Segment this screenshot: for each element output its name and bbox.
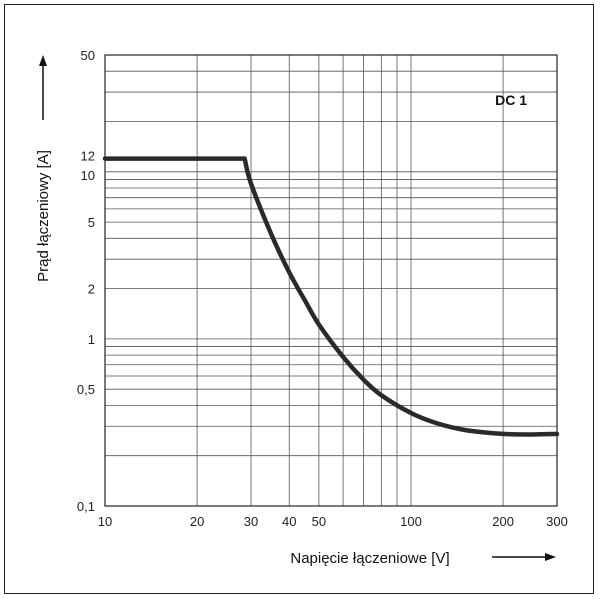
x-tick-label: 10 [98, 514, 112, 529]
y-tick-label: 0,5 [77, 382, 95, 397]
y-tick-label: 50 [81, 48, 95, 63]
y-axis-title: Prąd łączeniowy [A] [35, 150, 52, 282]
y-axis-arrow-head [39, 55, 47, 66]
x-tick-label: 300 [546, 514, 568, 529]
y-tick-label: 1 [88, 332, 95, 347]
y-tick-label: 5 [88, 215, 95, 230]
plot-border [104, 54, 558, 507]
y-axis-title-group: Prąd łączeniowy [A] [35, 55, 52, 282]
x-axis-arrow-head [545, 553, 556, 561]
y-tick-label: 2 [88, 282, 95, 297]
x-axis-title: Napięcie łączeniowe [V] [290, 550, 449, 567]
series-line-1 [102, 156, 560, 437]
x-axis-title-group: Napięcie łączeniowe [V] [290, 550, 556, 567]
annotation-dc1: DC 1 [495, 92, 527, 108]
x-tick-label: 30 [244, 514, 258, 529]
x-tick-label: 50 [312, 514, 326, 529]
y-tick-label: 10 [81, 168, 95, 183]
y-tick-label: 12 [81, 149, 95, 164]
x-tick-label: 20 [190, 514, 204, 529]
grid [105, 55, 557, 506]
x-tick-label: 200 [492, 514, 514, 529]
x-tick-label: 100 [400, 514, 422, 529]
y-tick-label: 0,1 [77, 499, 95, 514]
chart-frame [4, 4, 594, 594]
x-tick-label: 40 [282, 514, 296, 529]
